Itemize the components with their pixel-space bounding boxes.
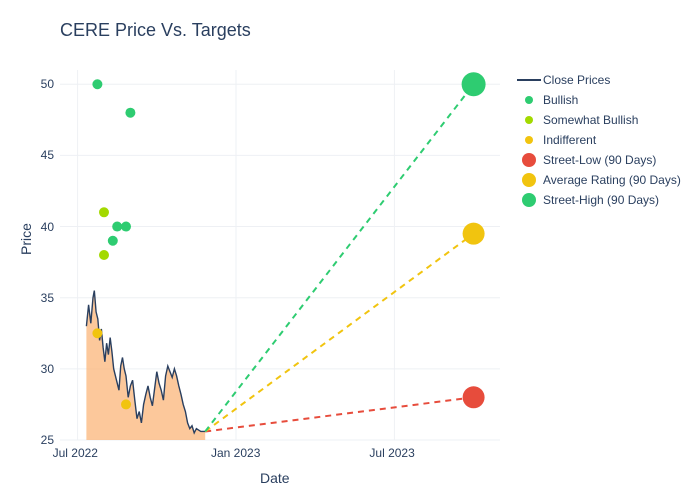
x-tick-label: Jul 2022 — [53, 446, 98, 460]
street_high-projection-line — [205, 84, 473, 431]
legend-label: Street-Low (90 Days) — [543, 153, 656, 167]
bullish-point — [112, 222, 122, 232]
bullish-point — [121, 222, 131, 232]
legend-symbol — [515, 111, 543, 129]
somewhat_bullish-point — [99, 207, 109, 217]
legend-symbol — [515, 91, 543, 109]
y-tick-label: 45 — [24, 148, 54, 162]
legend-label: Close Prices — [543, 73, 610, 87]
chart-container: CERE Price Vs. Targets Close Prices Bulli… — [0, 0, 700, 500]
legend-item: Bullish — [515, 90, 681, 110]
y-tick-label: 30 — [24, 362, 54, 376]
legend-label: Indifferent — [543, 133, 596, 147]
average-target-dot — [463, 223, 485, 245]
legend-symbol — [515, 131, 543, 149]
legend-symbol — [515, 75, 543, 85]
legend-item: Somewhat Bullish — [515, 110, 681, 130]
legend-item: Indifferent — [515, 130, 681, 150]
legend-label: Bullish — [543, 93, 578, 107]
street_low-target-dot — [463, 386, 485, 408]
y-tick-label: 25 — [24, 433, 54, 447]
legend-symbol — [515, 191, 543, 209]
bullish-point — [92, 79, 102, 89]
legend-item: Average Rating (90 Days) — [515, 170, 681, 190]
legend-label: Street-High (90 Days) — [543, 193, 659, 207]
bullish-point — [125, 108, 135, 118]
x-axis-label: Date — [260, 470, 290, 486]
legend-symbol — [515, 171, 543, 189]
somewhat_bullish-point — [99, 250, 109, 260]
chart-title: CERE Price Vs. Targets — [60, 20, 251, 41]
legend-item: Street-High (90 Days) — [515, 190, 681, 210]
legend-label: Average Rating (90 Days) — [543, 173, 681, 187]
x-tick-label: Jul 2023 — [369, 446, 414, 460]
legend: Close Prices Bullish Somewhat Bullish Indif… — [515, 70, 681, 210]
y-tick-label: 50 — [24, 77, 54, 91]
bullish-point — [108, 236, 118, 246]
plot-area — [60, 70, 500, 440]
x-tick-label: Jan 2023 — [211, 446, 260, 460]
legend-item: Street-Low (90 Days) — [515, 150, 681, 170]
y-tick-label: 35 — [24, 291, 54, 305]
y-tick-label: 40 — [24, 220, 54, 234]
legend-label: Somewhat Bullish — [543, 113, 638, 127]
legend-symbol — [515, 151, 543, 169]
legend-item: Close Prices — [515, 70, 681, 90]
indifferent-point — [92, 328, 102, 338]
street_high-target-dot — [462, 72, 486, 96]
indifferent-point — [121, 399, 131, 409]
average-projection-line — [205, 234, 473, 432]
